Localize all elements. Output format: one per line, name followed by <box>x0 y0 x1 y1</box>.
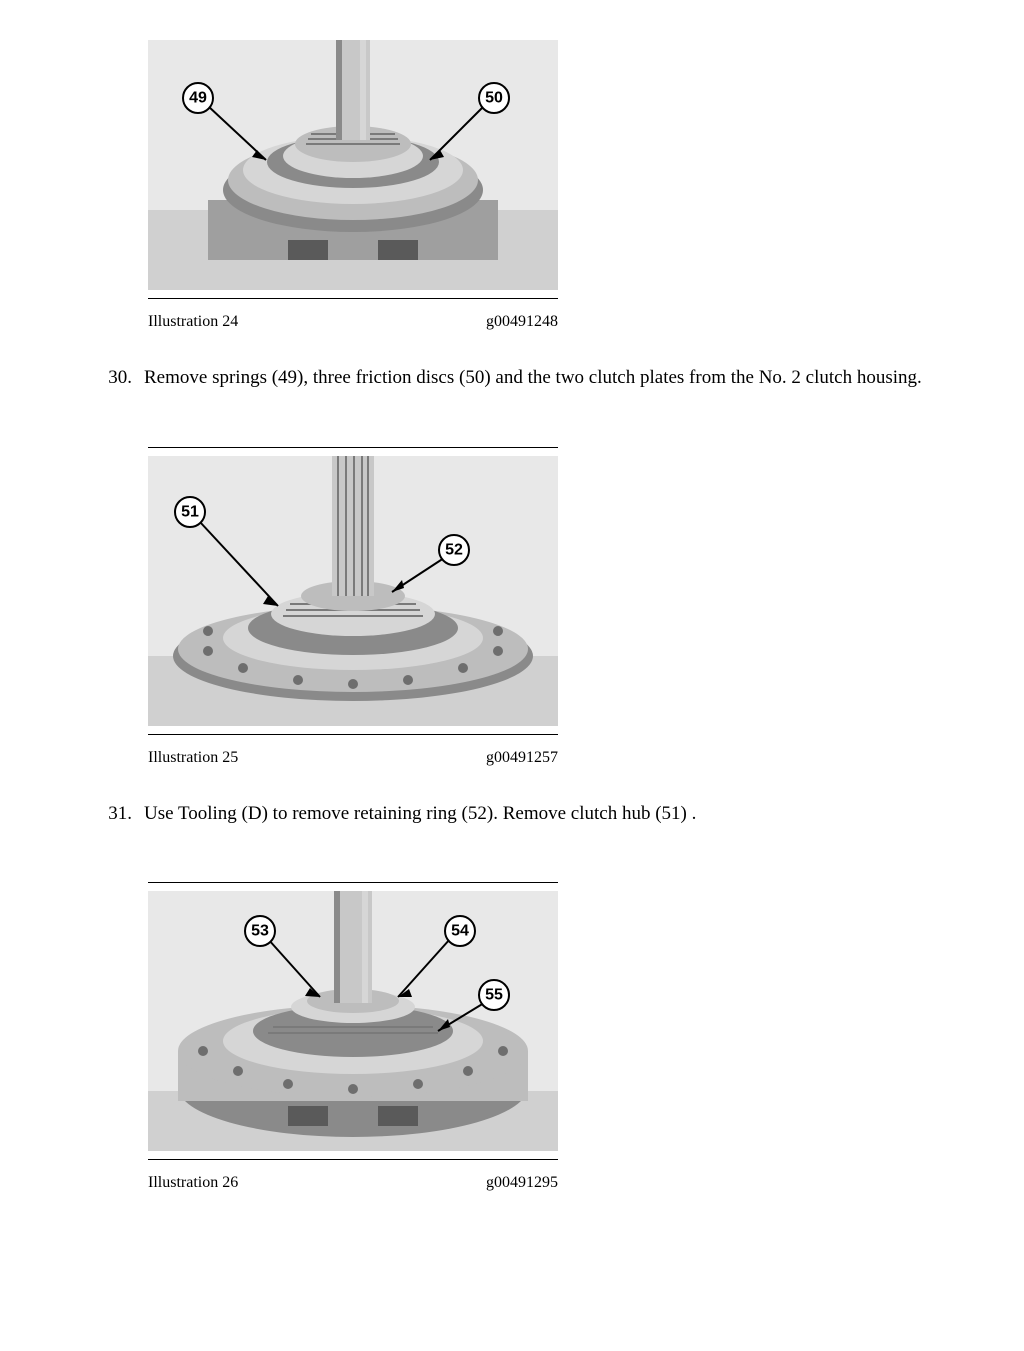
step-30-number: 30. <box>90 365 144 391</box>
step-31: 31. Use Tooling (D) to remove retaining … <box>90 801 934 827</box>
callout-53: 53 <box>251 923 269 940</box>
step-30-text: Remove springs (49), three friction disc… <box>144 365 934 391</box>
figure-25: 51 52 Illustration 25 g00491257 <box>148 447 558 771</box>
figure-25-label: Illustration 25 <box>148 749 238 767</box>
step-31-number: 31. <box>90 801 144 827</box>
figure-24-caption: Illustration 24 g00491248 <box>148 298 558 335</box>
step-30: 30. Remove springs (49), three friction … <box>90 365 934 391</box>
figure-24-image: 49 50 <box>148 40 558 290</box>
callout-51: 51 <box>181 503 199 520</box>
callout-54: 54 <box>451 923 469 940</box>
callout-50: 50 <box>485 90 503 107</box>
figure-25-image: 51 52 <box>148 456 558 726</box>
figure-24-label: Illustration 24 <box>148 313 238 331</box>
figure-24: 49 50 Illustration 24 g00491248 <box>148 40 558 335</box>
figure-25-code: g00491257 <box>486 749 558 767</box>
figure-24-code: g00491248 <box>486 313 558 331</box>
figure-26-caption: Illustration 26 g00491295 <box>148 1159 558 1196</box>
document-page: 49 50 Illustration 24 g00491248 30. Remo… <box>0 0 1024 1351</box>
step-31-text: Use Tooling (D) to remove retaining ring… <box>144 801 934 827</box>
callout-49: 49 <box>189 90 207 107</box>
callout-55: 55 <box>485 987 503 1004</box>
figure-26: 53 54 55 Illustration 26 g00491295 <box>148 882 558 1196</box>
figure-25-caption: Illustration 25 g00491257 <box>148 734 558 771</box>
figure-26-label: Illustration 26 <box>148 1174 238 1192</box>
figure-26-image: 53 54 55 <box>148 891 558 1151</box>
callout-52: 52 <box>445 541 463 558</box>
figure-26-code: g00491295 <box>486 1174 558 1192</box>
